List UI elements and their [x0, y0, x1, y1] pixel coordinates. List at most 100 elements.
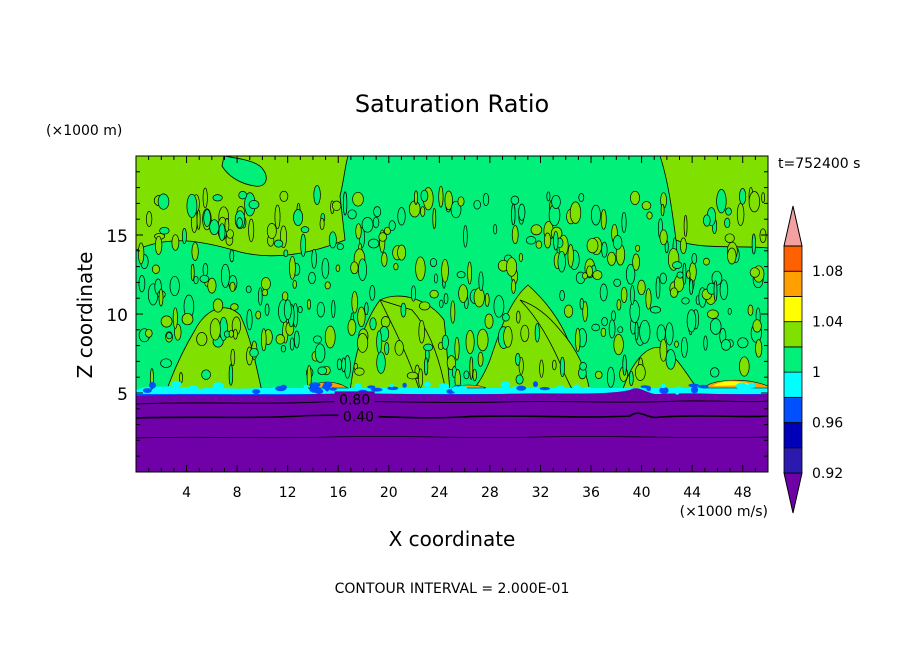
- texture-cell: [171, 234, 180, 251]
- texture-cell: [630, 285, 635, 305]
- texture-cell: [261, 328, 267, 352]
- texture-cell: [612, 235, 623, 250]
- texture-cell: [607, 251, 617, 266]
- colorbar-over-triangle: [783, 205, 803, 247]
- texture-cell: [189, 385, 198, 389]
- texture-cell: [709, 318, 722, 335]
- colorbar-tick-label: 1: [812, 365, 821, 381]
- contour-label: 0.80: [339, 392, 370, 408]
- texture-cell: [292, 279, 297, 289]
- texture-cell: [682, 262, 687, 285]
- texture-cell: [539, 387, 550, 391]
- texture-cell: [676, 271, 684, 279]
- texture-cell: [600, 209, 607, 230]
- texture-cell: [649, 306, 662, 314]
- y-tick-label: 5: [117, 385, 128, 405]
- texture-cell: [511, 279, 516, 294]
- texture-cell: [352, 191, 364, 207]
- texture-cell: [672, 261, 683, 269]
- texture-cell: [350, 261, 359, 275]
- texture-cell: [713, 280, 718, 302]
- colorbar-bin: [783, 447, 803, 474]
- texture-cell: [446, 355, 456, 371]
- texture-cell: [451, 386, 462, 393]
- texture-cell: [181, 228, 187, 244]
- colorbar-bin: [783, 422, 803, 449]
- texture-cell: [181, 313, 194, 326]
- texture-cell: [289, 255, 296, 280]
- texture-cell: [283, 249, 289, 258]
- texture-cell: [321, 257, 330, 279]
- texture-cell: [275, 334, 285, 345]
- colorbar-tick-label: 0.92: [812, 466, 843, 482]
- texture-cell: [530, 224, 543, 236]
- texture-cell: [317, 366, 328, 376]
- colorbar-tick-label: 1.04: [812, 315, 843, 331]
- texture-cell: [467, 261, 472, 285]
- colorbar-bin: [783, 270, 803, 297]
- texture-cell: [420, 206, 426, 217]
- texture-cell: [249, 347, 259, 358]
- texture-cell: [591, 323, 601, 332]
- texture-cell: [761, 192, 766, 203]
- texture-cell: [394, 340, 404, 356]
- texture-cell: [515, 353, 521, 366]
- texture-cell: [567, 244, 574, 268]
- texture-cell: [289, 337, 295, 351]
- texture-cell: [674, 388, 680, 395]
- texture-cell: [402, 382, 407, 388]
- texture-cell: [441, 334, 449, 350]
- x-tick-label: 4: [182, 485, 191, 501]
- footer-note: CONTOUR INTERVAL = 2.000E-01: [335, 581, 570, 597]
- texture-cell: [160, 358, 172, 368]
- texture-cell: [361, 217, 374, 233]
- texture-cell: [388, 220, 396, 232]
- texture-cell: [606, 366, 615, 388]
- texture-cell: [381, 252, 388, 267]
- texture-cell: [264, 303, 270, 316]
- texture-cell: [258, 287, 263, 306]
- texture-cell: [158, 288, 164, 307]
- texture-cell: [482, 192, 490, 207]
- texture-cell: [450, 300, 456, 324]
- contour-label-bg: [334, 391, 375, 408]
- texture-cell: [665, 322, 674, 346]
- texture-cell: [629, 300, 640, 324]
- texture-cell: [688, 383, 700, 388]
- texture-cell: [616, 299, 622, 311]
- texture-cell: [397, 244, 407, 261]
- texture-cell: [220, 263, 230, 288]
- contour-line-0.4: [136, 412, 768, 419]
- texture-cell: [309, 386, 322, 393]
- texture-cell: [418, 301, 431, 311]
- texture-cell: [594, 370, 603, 379]
- texture-cell: [246, 309, 253, 331]
- texture-cell: [634, 321, 639, 341]
- texture-cell: [727, 247, 737, 265]
- texture-cell: [248, 218, 255, 243]
- texture-cell: [698, 384, 709, 389]
- texture-cell: [212, 194, 223, 202]
- texture-cell: [622, 354, 627, 376]
- texture-cell: [518, 253, 523, 262]
- plot-area: [136, 156, 768, 472]
- texture-cell: [454, 336, 460, 361]
- colorbar-tick-label: 1.08: [812, 264, 843, 280]
- texture-cell: [369, 285, 376, 301]
- texture-cell: [370, 387, 383, 392]
- texture-cell: [503, 325, 513, 348]
- texture-cell: [716, 189, 727, 214]
- x-tick-label: 24: [430, 485, 448, 501]
- texture-cell: [552, 359, 557, 371]
- texture-cell: [303, 384, 309, 389]
- texture-cell: [443, 293, 449, 305]
- texture-cell: [582, 386, 593, 393]
- texture-cell: [575, 327, 581, 353]
- texture-cell: [611, 310, 616, 322]
- texture-cell: [444, 190, 453, 211]
- texture-cell: [751, 233, 756, 255]
- convective-texture: [137, 185, 767, 395]
- texture-cell: [590, 204, 601, 226]
- time-label: t=752400 s: [778, 156, 860, 172]
- texture-cell: [438, 383, 450, 389]
